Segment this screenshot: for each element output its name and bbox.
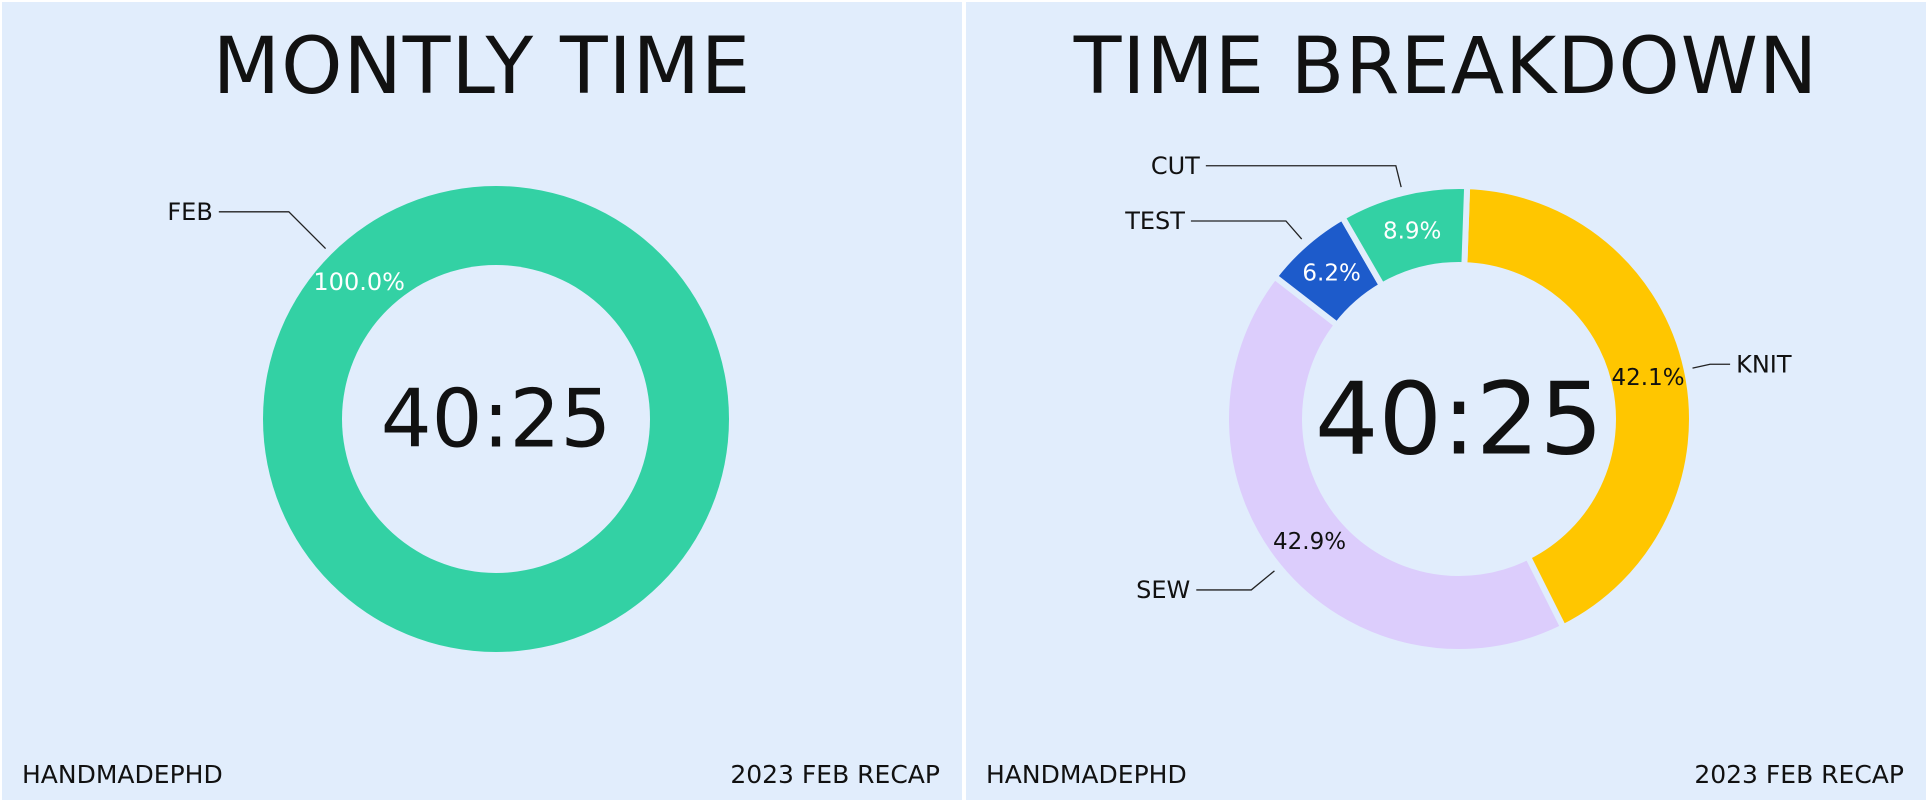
category-label-feb: FEB	[167, 198, 212, 226]
monthly-time-title: MONTLY TIME	[212, 22, 752, 112]
time-breakdown-title: TIME BREAKDOWN	[1073, 22, 1819, 112]
center-total-time: 40:25	[381, 373, 612, 466]
monthly-time-donut-chart: 100.0% FEB 40:25	[167, 186, 729, 652]
footer-brand: HANDMADEPHD	[986, 760, 1187, 789]
monthly-time-panel: MONTLY TIME 100.0% FEB 40:25 HANDMADEPHD 2…	[2, 2, 962, 800]
category-label-knit: KNIT	[1736, 350, 1792, 378]
percent-label-sew: 42.9%	[1273, 529, 1346, 555]
donut-slice-cut	[1339, 183, 1471, 289]
leader-line-test	[1190, 220, 1303, 240]
time-breakdown-panel: TIME BREAKDOWN 42.1% 42.9% 6.2% 8.9% KNIT SEW…	[966, 2, 1926, 800]
donut-slice-knit	[1461, 183, 1695, 631]
percent-label-knit: 42.1%	[1612, 365, 1685, 391]
footer-recap: 2023 FEB RECAP	[1694, 760, 1904, 789]
leader-line-feb	[218, 211, 327, 250]
percent-label-feb: 100.0%	[313, 268, 405, 296]
category-label-cut: CUT	[1151, 152, 1200, 180]
leader-line-cut	[1205, 165, 1402, 188]
leader-line-sew	[1196, 570, 1275, 591]
center-total-time: 40:25	[1315, 361, 1603, 478]
footer-recap: 2023 FEB RECAP	[730, 760, 940, 789]
time-breakdown-donut-chart: 42.1% 42.9% 6.2% 8.9% KNIT SEW TEST CUT 40:25	[1124, 152, 1792, 655]
category-label-test: TEST	[1124, 207, 1185, 235]
donut-slice-sew	[1223, 273, 1567, 655]
category-label-sew: SEW	[1136, 576, 1190, 604]
donut-hole	[342, 265, 650, 573]
leader-line-knit	[1692, 363, 1731, 369]
footer-brand: HANDMADEPHD	[22, 760, 223, 789]
percent-label-cut: 8.9%	[1383, 218, 1441, 244]
percent-label-test: 6.2%	[1302, 260, 1360, 286]
